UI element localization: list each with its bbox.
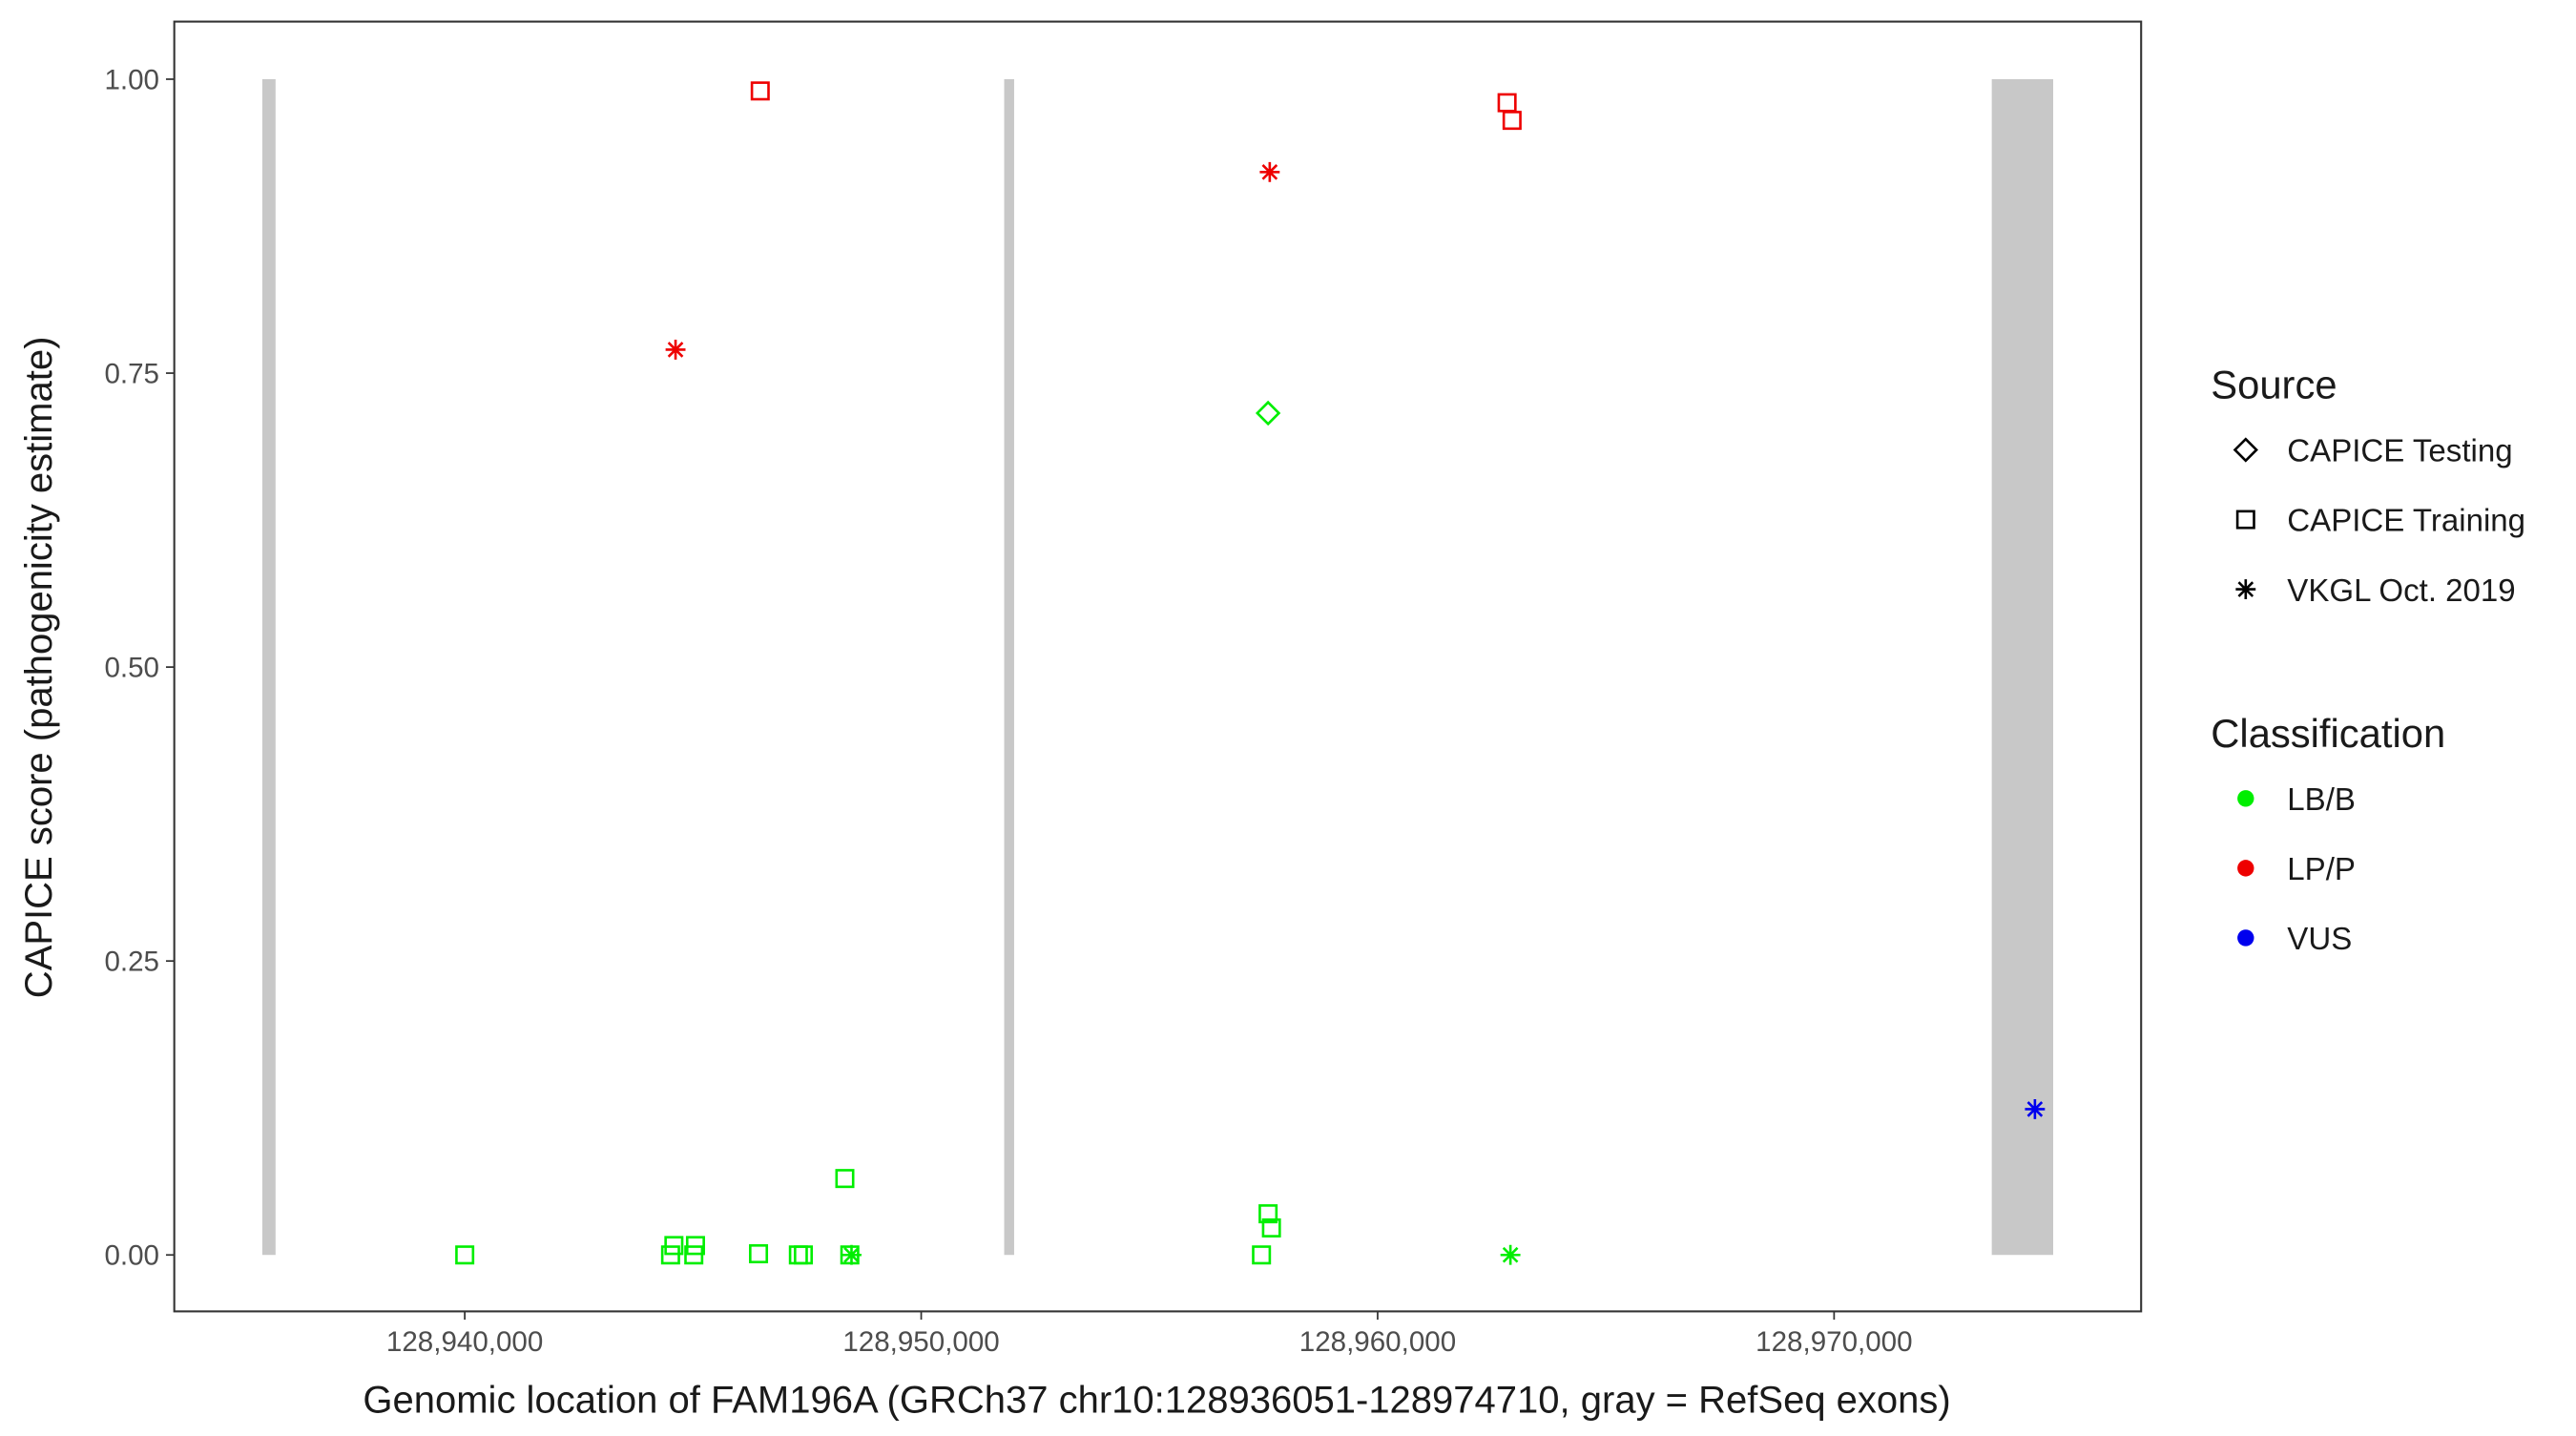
legend-swatch xyxy=(2237,929,2254,947)
x-tick-label: 128,960,000 xyxy=(1299,1326,1456,1358)
y-tick-label: 0.50 xyxy=(104,653,159,684)
y-tick-label: 1.00 xyxy=(104,64,159,95)
point xyxy=(1497,93,1517,113)
x-axis-title: Genomic location of FAM196A (GRCh37 chr1… xyxy=(363,1380,1950,1422)
y-axis-title: CAPICE score (pathogenicity estimate) xyxy=(18,337,60,999)
legend-label: VKGL Oct. 2019 xyxy=(2287,573,2515,609)
x-tick-label: 128,940,000 xyxy=(386,1326,543,1358)
legend-symbol xyxy=(2233,437,2258,463)
point xyxy=(749,1244,769,1264)
point xyxy=(788,1245,808,1265)
point xyxy=(835,1169,855,1189)
exon xyxy=(261,78,276,1256)
legend-label: LP/P xyxy=(2287,852,2356,887)
legend-label: LB/B xyxy=(2287,782,2356,818)
legend-title: Classification xyxy=(2211,711,2445,756)
point xyxy=(1255,400,1281,427)
point xyxy=(841,1244,862,1265)
point xyxy=(1258,1204,1278,1224)
legend-swatch xyxy=(2237,790,2254,807)
point xyxy=(794,1245,814,1265)
legend-title: Source xyxy=(2211,363,2337,407)
y-tick-label: 0.00 xyxy=(104,1240,159,1272)
point xyxy=(1500,1244,1521,1265)
point xyxy=(455,1245,475,1265)
point xyxy=(664,1236,684,1256)
x-tick-label: 128,970,000 xyxy=(1755,1326,1912,1358)
point xyxy=(685,1236,705,1256)
y-tick-label: 0.25 xyxy=(104,947,159,978)
point xyxy=(1502,111,1522,131)
point xyxy=(665,339,686,360)
legend-label: VUS xyxy=(2287,922,2352,957)
legend-label: CAPICE Testing xyxy=(2287,434,2512,469)
point xyxy=(2025,1099,2046,1119)
x-tick-label: 128,950,000 xyxy=(842,1326,999,1358)
legend-symbol xyxy=(2235,579,2256,600)
legend-swatch xyxy=(2237,860,2254,877)
exon xyxy=(1991,78,2054,1256)
point xyxy=(750,81,770,101)
exon xyxy=(1004,78,1014,1256)
point xyxy=(1252,1245,1272,1265)
point xyxy=(1261,1217,1281,1238)
legend-symbol xyxy=(2235,510,2255,530)
panel-border xyxy=(173,20,2143,1313)
point xyxy=(1259,161,1280,182)
legend-label: CAPICE Training xyxy=(2287,504,2525,539)
y-tick-label: 0.75 xyxy=(104,358,159,389)
